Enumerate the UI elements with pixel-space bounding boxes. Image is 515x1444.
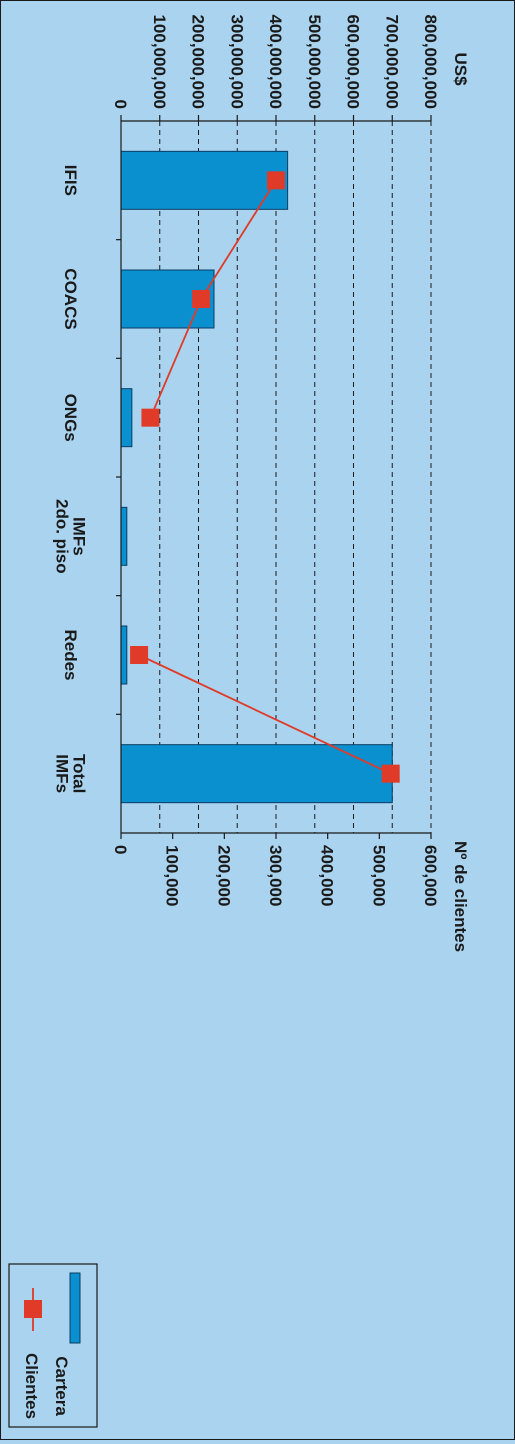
marker-clientes	[192, 290, 211, 308]
legend-label-clientes: Clientes	[22, 1353, 41, 1419]
primary-tick-label: 0	[111, 100, 130, 109]
rotated-plot-group: 0 100,000,000 200,000,000 300,000,000 400,00…	[53, 14, 471, 952]
primary-tick-label: 100,000,000	[150, 14, 169, 109]
category-label: IMFs	[70, 517, 89, 556]
category-label: IFIS	[61, 165, 80, 196]
line-series-clientes	[130, 171, 400, 783]
primary-axis-title: US$	[451, 52, 470, 86]
primary-tick-label: 500,000,000	[305, 14, 324, 109]
category-label: Redes	[61, 629, 80, 680]
bar-cartera	[120, 506, 128, 566]
category-label: Total	[70, 754, 89, 793]
secondary-tick-label: 500,000	[369, 845, 388, 906]
axes	[116, 115, 432, 839]
bar-cartera	[120, 625, 128, 685]
primary-tick-label: 800,000,000	[421, 14, 440, 109]
legend-marker-clientes	[24, 1300, 42, 1318]
bar-series-cartera	[120, 150, 393, 804]
axis-labels: 0 100,000,000 200,000,000 300,000,000 400,00…	[53, 14, 471, 952]
category-label: IMFs	[53, 754, 72, 793]
primary-tick-label: 700,000,000	[382, 14, 401, 109]
legend-label-cartera: Cartera	[52, 1356, 71, 1416]
secondary-tick-label: 100,000	[163, 845, 182, 906]
legend-box	[8, 1263, 98, 1428]
primary-tick-label: 200,000,000	[189, 14, 208, 109]
legend: Cartera Clientes	[8, 1263, 98, 1428]
marker-clientes	[381, 764, 400, 783]
primary-tick-label: 600,000,000	[344, 14, 363, 109]
secondary-tick-label: 200,000	[214, 845, 233, 906]
gridlines	[159, 121, 432, 833]
marker-clientes	[267, 171, 285, 190]
marker-clientes	[130, 646, 149, 664]
secondary-tick-label: 300,000	[266, 845, 285, 906]
category-label: ONGs	[61, 394, 80, 442]
primary-tick-label: 400,000,000	[266, 14, 285, 109]
secondary-tick-label: 400,000	[318, 845, 337, 906]
secondary-axis-title: Nº de clientes	[451, 841, 470, 952]
primary-tick-label: 300,000,000	[227, 14, 246, 109]
legend-swatch-cartera	[69, 1272, 81, 1344]
bar-cartera	[120, 744, 393, 804]
secondary-tick-label: 600,000	[421, 845, 440, 906]
line-clientes	[138, 654, 392, 775]
secondary-tick-label: 0	[111, 845, 130, 854]
category-label: COACS	[61, 268, 80, 329]
category-label: 2do. piso	[53, 499, 72, 574]
marker-clientes	[141, 408, 160, 427]
bar-cartera	[120, 388, 133, 448]
